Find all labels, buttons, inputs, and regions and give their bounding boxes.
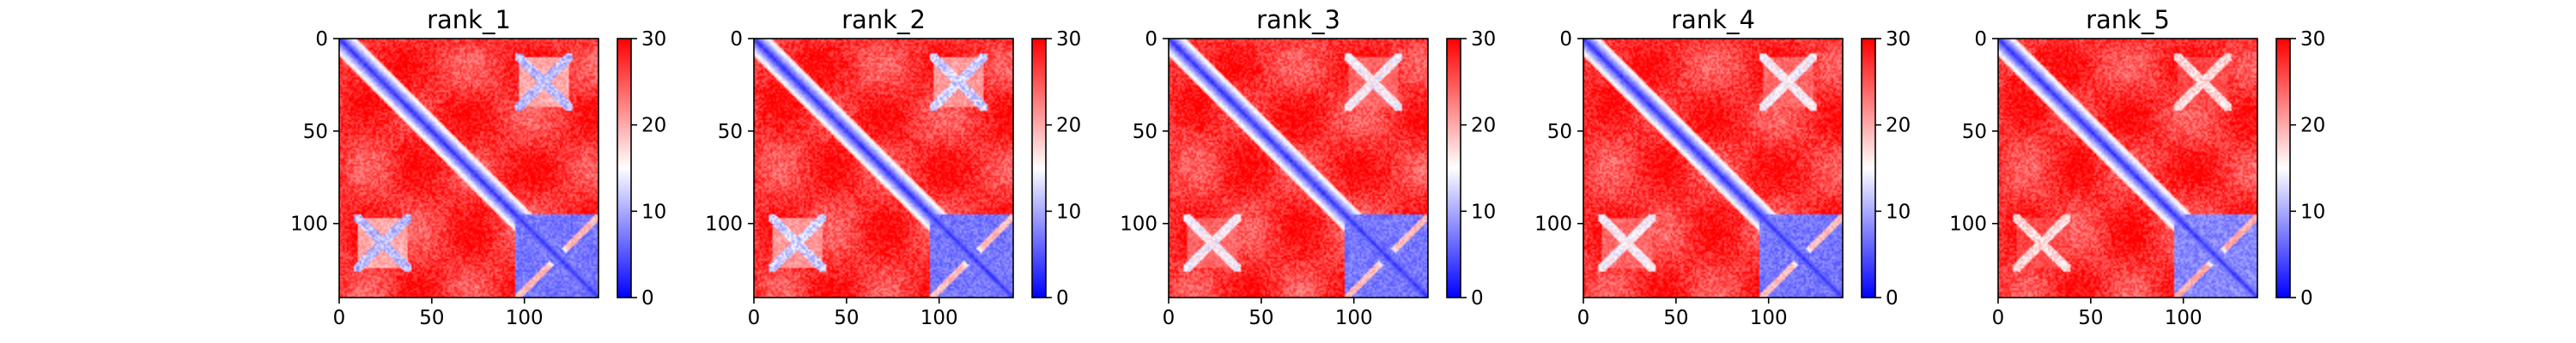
x-tick-label: 50: [834, 307, 859, 329]
y-tick-label: 100: [1120, 214, 1157, 236]
colorbar-tick-label: 20: [1471, 115, 1496, 137]
heatmap-frame: [338, 38, 599, 298]
colorbar: [1447, 39, 1461, 298]
x-tick-label: 0: [1163, 307, 1176, 329]
colorbar: [617, 39, 631, 298]
colorbar-tick-label: 20: [1886, 115, 1911, 137]
colorbar-tick-label: 30: [1471, 28, 1496, 51]
heatmap-matrix: [754, 39, 1013, 298]
colorbar-frame: [1446, 38, 1461, 298]
y-tick-label: 0: [1974, 28, 1987, 51]
x-tick-label: 0: [748, 307, 761, 329]
x-tick-label: 0: [1992, 307, 2005, 329]
colorbar-tick-label: 10: [641, 201, 666, 223]
y-tick-label: 0: [730, 28, 743, 51]
colorbar-tick-label: 30: [641, 28, 666, 51]
colorbar-tick-label: 0: [1886, 287, 1899, 310]
x-tick-label: 0: [333, 307, 346, 329]
y-tick-label: 50: [1133, 121, 1157, 143]
colorbar-tick-label: 0: [1056, 287, 1069, 310]
colorbar-frame: [2275, 38, 2291, 298]
colorbar: [2276, 39, 2290, 298]
heatmap-panel-5: rank_5 0 50 100 0 50 100 0 10 20 30: [1949, 5, 2325, 329]
y-tick-label: 50: [718, 121, 743, 143]
x-tick-label: 50: [2078, 307, 2103, 329]
colorbar-frame: [1031, 38, 1047, 298]
colorbar-tick-label: 0: [2300, 287, 2313, 310]
colorbar-tick-label: 30: [2300, 28, 2325, 51]
colorbar-tick-label: 0: [1471, 287, 1484, 310]
y-tick-label: 50: [1547, 121, 1572, 143]
x-tick-label: 0: [1577, 307, 1590, 329]
heatmap-frame: [753, 38, 1014, 298]
x-tick-label: 50: [1663, 307, 1688, 329]
heatmap-panel-3: rank_3 0 50 100 0 50 100 0 10 20 30: [1120, 5, 1496, 329]
heatmap-frame: [1583, 38, 1844, 298]
x-tick-label: 50: [1249, 307, 1273, 329]
y-tick-label: 100: [1534, 214, 1572, 236]
colorbar-frame: [617, 38, 632, 298]
y-tick-label: 100: [290, 214, 328, 236]
colorbar-tick-label: 20: [1056, 115, 1081, 137]
heatmap-frame: [1168, 38, 1429, 298]
heatmap-matrix: [339, 39, 598, 298]
panel-title: rank_4: [1671, 5, 1755, 34]
colorbar-tick-label: 10: [2300, 201, 2325, 223]
heatmap-frame: [1997, 38, 2258, 298]
colorbar-tick-label: 20: [641, 115, 666, 137]
panel-title: rank_1: [427, 5, 511, 34]
heatmap-matrix: [1583, 39, 1843, 298]
colorbar-tick-label: 10: [1056, 201, 1081, 223]
y-tick-label: 0: [315, 28, 328, 51]
x-tick-label: 100: [506, 307, 544, 329]
colorbar-frame: [1861, 38, 1876, 298]
heatmap-matrix: [1169, 39, 1428, 298]
colorbar-tick-label: 30: [1886, 28, 1911, 51]
panel-title: rank_3: [1256, 5, 1340, 34]
y-tick-label: 0: [1559, 28, 1572, 51]
panel-title: rank_5: [2086, 5, 2170, 34]
colorbar-tick-label: 30: [1056, 28, 1081, 51]
heatmap-panel-4: rank_4 0 50 100 0 50 100 0 10 20 30: [1534, 5, 1911, 329]
colorbar-tick-label: 0: [641, 287, 654, 310]
colorbar-tick-label: 10: [1886, 201, 1911, 223]
colorbar-tick-label: 10: [1471, 201, 1496, 223]
x-tick-label: 100: [920, 307, 958, 329]
y-tick-label: 0: [1145, 28, 1157, 51]
panel-title: rank_2: [841, 5, 926, 34]
colorbar-tick-label: 20: [2300, 115, 2325, 137]
x-tick-label: 100: [1335, 307, 1373, 329]
colorbar: [1032, 39, 1046, 298]
x-tick-label: 100: [2165, 307, 2202, 329]
heatmap-panel-2: rank_2 0 50 100 0 50 100 0 10 20 30: [705, 5, 1081, 329]
y-tick-label: 100: [1949, 214, 1987, 236]
y-tick-label: 100: [705, 214, 743, 236]
heatmap-matrix: [1998, 39, 2257, 298]
x-tick-label: 100: [1750, 307, 1788, 329]
y-tick-label: 50: [1962, 121, 1987, 143]
colorbar: [1862, 39, 1875, 298]
y-tick-label: 50: [303, 121, 328, 143]
heatmap-panel-1: rank_1 0 50 100 0 50 100 0 10 20 30: [290, 5, 666, 329]
x-tick-label: 50: [419, 307, 444, 329]
